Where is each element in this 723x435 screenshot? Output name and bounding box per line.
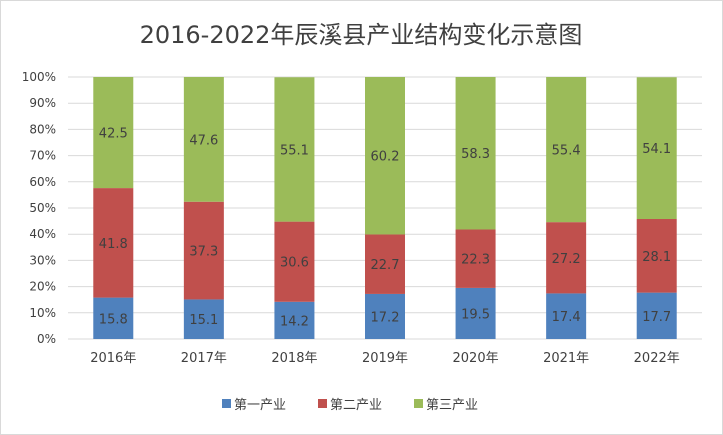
x-tick-label: 2018年 xyxy=(271,351,317,366)
legend-swatch xyxy=(414,399,423,408)
bar-segment xyxy=(546,222,587,294)
bar-segment xyxy=(365,77,405,235)
chart-title: 2016-2022年辰溪县产业结构变化示意图 xyxy=(140,21,583,49)
y-tick-label: 100% xyxy=(22,70,56,84)
bar-segment xyxy=(274,221,315,302)
bar-segment xyxy=(455,229,496,288)
bar-segment xyxy=(455,77,496,230)
legend-item: 第一产业 xyxy=(222,398,286,413)
data-label: 15.8 xyxy=(99,312,128,327)
bar-segment xyxy=(274,301,315,339)
y-tick-label: 20% xyxy=(29,280,56,294)
x-tick-label: 2020年 xyxy=(453,351,499,366)
data-label: 17.2 xyxy=(371,310,400,325)
bar-segment xyxy=(93,188,134,298)
bar-segment xyxy=(183,201,224,300)
data-label: 54.1 xyxy=(642,142,671,157)
data-label: 42.5 xyxy=(99,127,128,142)
legend-swatch xyxy=(222,399,231,408)
legend-item: 第二产业 xyxy=(318,398,382,413)
x-tick-label: 2016年 xyxy=(90,351,136,366)
data-label: 15.1 xyxy=(189,313,218,328)
bar-segment xyxy=(365,234,405,294)
data-label: 37.3 xyxy=(189,245,218,260)
y-tick-label: 10% xyxy=(29,306,56,320)
data-label: 28.1 xyxy=(642,250,671,265)
data-label: 17.7 xyxy=(642,310,671,325)
bar-segment xyxy=(546,293,587,339)
data-label: 19.5 xyxy=(461,307,490,322)
bar-segment xyxy=(636,292,677,339)
x-tick-label: 2022年 xyxy=(634,351,680,366)
bar-segment xyxy=(183,299,224,339)
data-label: 17.4 xyxy=(552,310,581,325)
x-tick-label: 2019年 xyxy=(362,351,408,366)
y-tick-label: 60% xyxy=(29,175,56,189)
bar-segment xyxy=(365,293,405,339)
bar-segment xyxy=(546,77,587,223)
legend-label: 第三产业 xyxy=(426,398,478,413)
bar-segment xyxy=(636,219,677,293)
bar-segment xyxy=(455,287,496,339)
data-label: 55.4 xyxy=(552,144,581,159)
legend-label: 第二产业 xyxy=(330,398,382,413)
data-label: 22.3 xyxy=(461,253,490,268)
bar-segment xyxy=(183,77,224,202)
bar-segment xyxy=(636,77,677,220)
y-tick-label: 70% xyxy=(29,149,56,163)
data-label: 55.1 xyxy=(280,143,309,158)
data-label: 14.2 xyxy=(280,314,309,329)
data-label: 47.6 xyxy=(189,133,218,148)
y-tick-label: 30% xyxy=(29,253,56,267)
y-tick-label: 80% xyxy=(29,122,56,136)
data-label: 41.8 xyxy=(99,237,128,252)
y-tick-label: 90% xyxy=(29,96,56,110)
x-tick-label: 2017年 xyxy=(181,351,227,366)
data-label: 30.6 xyxy=(280,256,309,271)
legend-item: 第三产业 xyxy=(414,398,478,413)
legend-label: 第一产业 xyxy=(234,398,286,413)
data-label: 22.7 xyxy=(371,258,400,273)
data-label: 60.2 xyxy=(371,150,400,165)
data-label: 27.2 xyxy=(552,252,581,267)
y-tick-label: 0% xyxy=(37,332,56,346)
bar-segment xyxy=(274,77,315,222)
data-label: 58.3 xyxy=(461,147,490,162)
bar-segment xyxy=(93,297,134,339)
x-tick-label: 2021年 xyxy=(543,351,589,366)
y-tick-label: 50% xyxy=(29,201,56,215)
bar-segment xyxy=(93,77,134,189)
legend-swatch xyxy=(318,399,327,408)
y-tick-label: 40% xyxy=(29,227,56,241)
